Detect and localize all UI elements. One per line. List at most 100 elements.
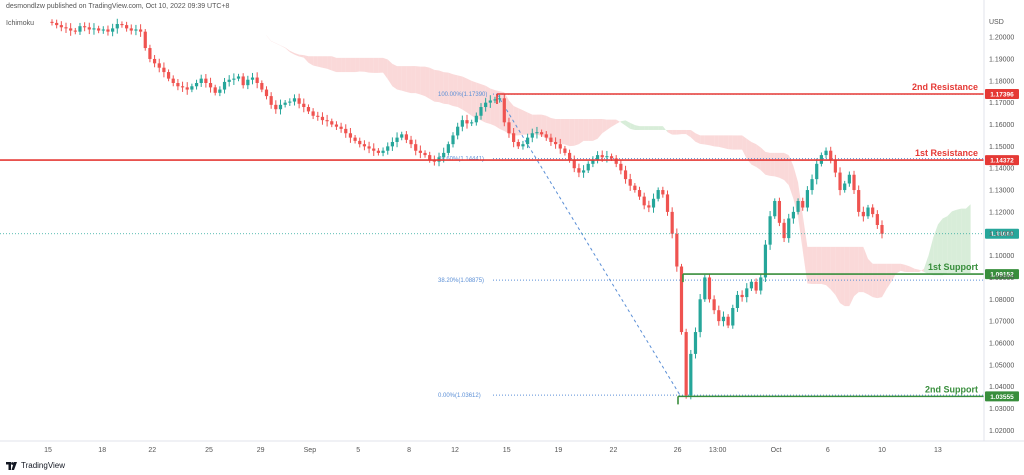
cloud-segment	[303, 55, 309, 63]
candle-body	[731, 308, 735, 326]
candle-body	[414, 144, 418, 151]
cloud-segment	[905, 264, 910, 272]
cloud-segment	[933, 224, 938, 276]
candle-body	[246, 79, 250, 86]
cloud-segment	[840, 246, 845, 307]
candle-body	[768, 216, 772, 245]
publisher-header: desmondlzw published on TradingView.com,…	[6, 3, 230, 10]
cloud-segment	[835, 246, 841, 304]
candle-body	[134, 29, 138, 31]
candle-body	[176, 83, 180, 87]
cloud-segment	[597, 119, 603, 139]
candle-body	[651, 198, 656, 208]
cloud-segment	[606, 119, 612, 130]
candle-body	[843, 183, 847, 191]
candle-body	[619, 163, 623, 171]
candle-body	[861, 211, 865, 217]
price-tick-label: 1.16000	[989, 122, 1014, 129]
time-tick-label: 29	[257, 447, 265, 454]
candle-body	[693, 332, 698, 354]
candle-body	[288, 101, 292, 103]
candle-body	[796, 200, 800, 212]
cloud-segment	[336, 57, 342, 73]
candle-body	[777, 200, 782, 223]
current-price-tag	[985, 228, 1019, 239]
candle-body	[609, 156, 614, 159]
brand-name: TradingView	[21, 461, 66, 470]
candle-body	[567, 152, 572, 160]
cloud-segment	[471, 80, 477, 119]
cloud-segment	[420, 66, 426, 97]
candle-body	[222, 81, 227, 90]
candle-body	[791, 211, 796, 219]
cloud-segment	[383, 57, 388, 80]
candle-body	[69, 28, 73, 31]
time-tick-label: 5	[356, 447, 360, 454]
candle-body	[185, 87, 189, 90]
candle-body	[465, 120, 469, 124]
cloud-segment	[583, 119, 589, 141]
cloud-segment	[550, 117, 556, 144]
time-tick-label: 13	[934, 447, 942, 454]
fib-level-label: 100.00%(1.17390)	[438, 92, 487, 98]
candle-body	[875, 214, 879, 225]
price-tick-label: 1.14000	[989, 166, 1014, 173]
time-tick-label: Oct	[771, 447, 782, 454]
cloud-segment	[667, 129, 673, 135]
candle-body	[665, 194, 670, 212]
candle-body	[55, 22, 59, 26]
candle-body	[344, 128, 348, 134]
price-tick-label: 1.03000	[989, 406, 1014, 413]
cloud-segment	[746, 138, 752, 165]
candle-body	[833, 159, 837, 173]
candle-body	[847, 174, 851, 184]
candle-body	[595, 155, 600, 160]
candles	[50, 18, 884, 400]
footer-brand[interactable]: TradingView	[6, 461, 65, 470]
cloud-segment	[723, 135, 729, 150]
price-tick-label: 1.18000	[989, 78, 1014, 85]
candle-body	[880, 225, 884, 234]
level-name-label: 1st Support	[928, 262, 978, 272]
candle-body	[605, 156, 609, 158]
candle-body	[707, 277, 712, 300]
cloud-segment	[373, 57, 379, 73]
candle-body	[581, 170, 586, 173]
cloud-segment	[536, 114, 542, 136]
cloud-segment	[816, 246, 822, 284]
candle-body	[661, 190, 665, 195]
cloud-segment	[602, 119, 607, 134]
candle-body	[395, 137, 399, 142]
candle-body	[404, 134, 408, 140]
cloud-segment	[858, 246, 864, 293]
candle-body	[334, 124, 339, 127]
fib-trend-line	[496, 93, 681, 396]
candle-body	[306, 107, 311, 112]
candle-body	[278, 104, 283, 110]
candle-body	[236, 76, 241, 79]
candle-body	[64, 27, 68, 29]
candle-body	[656, 190, 660, 199]
candle-body	[782, 222, 786, 239]
cloud-segment	[770, 152, 775, 177]
cloud-segment	[798, 182, 803, 251]
time-tick-label: Sep	[304, 447, 317, 454]
price-tick-label: 1.07000	[989, 319, 1014, 326]
candle-body	[138, 29, 143, 32]
cloud-segment	[886, 263, 892, 289]
cloud-segment	[765, 151, 771, 176]
candle-body	[502, 98, 506, 123]
cloud-segment	[406, 66, 412, 94]
candle-body	[418, 150, 422, 153]
price-tick-label: 1.06000	[989, 340, 1014, 347]
cloud-segment	[350, 57, 356, 73]
cloud-segment	[541, 114, 547, 138]
cloud-segment	[891, 263, 896, 282]
candle-body	[50, 21, 54, 23]
cloud-segment	[369, 57, 374, 73]
candle-body	[115, 24, 119, 29]
time-tick-label: 10	[878, 447, 886, 454]
fib-level-label: 0.00%(1.03612)	[438, 393, 481, 399]
cloud-segment	[812, 246, 817, 284]
